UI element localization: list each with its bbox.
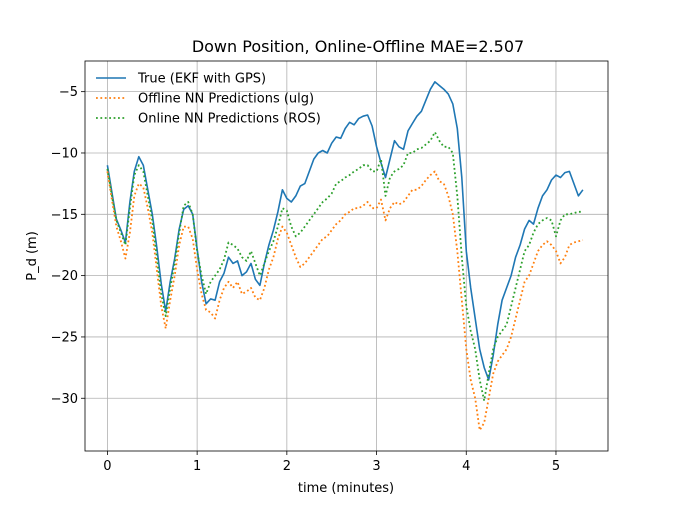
ticks: 0 1 2 3 4 5 −30 −25 −20 −15 −10 −5 (51, 85, 561, 474)
x-tick-label: 4 (462, 459, 470, 474)
y-tick-label: −25 (51, 330, 78, 345)
x-tick-label: 3 (372, 459, 380, 474)
y-tick-label: −20 (51, 269, 78, 284)
x-tick-label: 5 (552, 459, 560, 474)
legend-label-1: True (EKF with GPS) (137, 72, 266, 87)
y-tick-label: −30 (51, 392, 78, 407)
legend: True (EKF with GPS) Offline NN Prediction… (96, 72, 321, 127)
x-tick-label: 0 (103, 459, 111, 474)
y-axis-label: P_d (m) (25, 231, 40, 281)
x-axis-label: time (minutes) (298, 481, 394, 496)
legend-label-2: Offline NN Predictions (ulg) (138, 92, 314, 107)
series-line-1 (106, 81, 584, 381)
legend-label-3: Online NN Predictions (ROS) (138, 112, 321, 127)
series-layer (106, 81, 584, 432)
y-tick-label: −10 (51, 146, 78, 161)
y-tick-label: −15 (51, 208, 78, 223)
x-tick-label: 1 (193, 459, 201, 474)
plot-frame (84, 60, 609, 452)
series-line-2 (106, 170, 584, 432)
series-line-3 (106, 131, 583, 402)
x-tick-label: 2 (283, 459, 291, 474)
chart-title: Down Position, Online-Offline MAE=2.507 (192, 37, 524, 56)
y-tick-label: −5 (59, 85, 78, 100)
